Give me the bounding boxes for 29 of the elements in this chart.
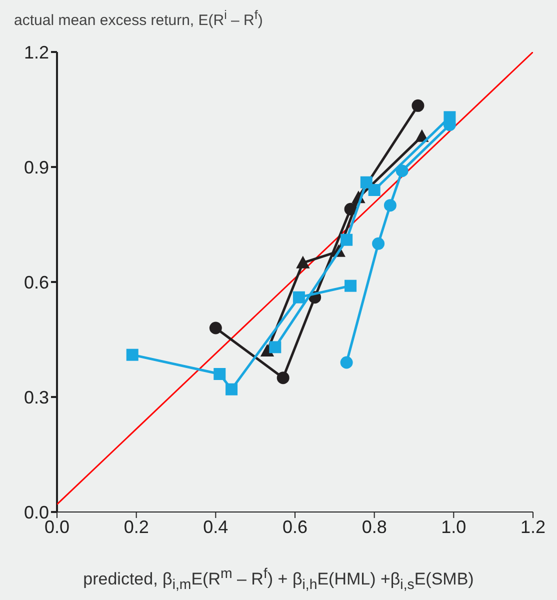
text: predicted, β$_{i,m}$E(R$^{m}$ – R$^{f}$) + β$_{i,h}$E(HML) +β$_{i,s}$E(SMB) <box>83 566 474 594</box>
point <box>384 199 396 212</box>
point <box>396 164 408 178</box>
point <box>344 280 357 292</box>
point <box>276 372 290 384</box>
y-tick-label: 0.3 <box>24 387 49 408</box>
x-tick-label: 1.2 <box>520 516 546 537</box>
point <box>412 99 424 112</box>
y-tick-label: 1.2 <box>24 42 49 62</box>
x-tick-label: 0.8 <box>362 516 387 537</box>
point <box>214 368 226 380</box>
point <box>372 237 385 250</box>
point <box>226 383 238 396</box>
point <box>260 344 274 356</box>
point <box>296 256 310 268</box>
x-tick-label: 0.2 <box>124 516 149 537</box>
point <box>340 356 353 369</box>
point <box>368 184 380 196</box>
point <box>209 322 222 334</box>
y-tick-label: 0.6 <box>24 272 49 292</box>
x-tick-label: 0.4 <box>203 516 228 537</box>
point <box>292 291 305 304</box>
x-tick-label: 1.0 <box>441 516 466 537</box>
y-tick-label: 0.9 <box>24 157 49 178</box>
point <box>126 348 138 361</box>
point <box>269 341 282 354</box>
y-axis-title: actual mean excess return, E(R$^{i}$ – R$^{f}$) <box>14 8 263 29</box>
x-tick-label: 0.6 <box>282 516 308 537</box>
point <box>340 234 353 246</box>
